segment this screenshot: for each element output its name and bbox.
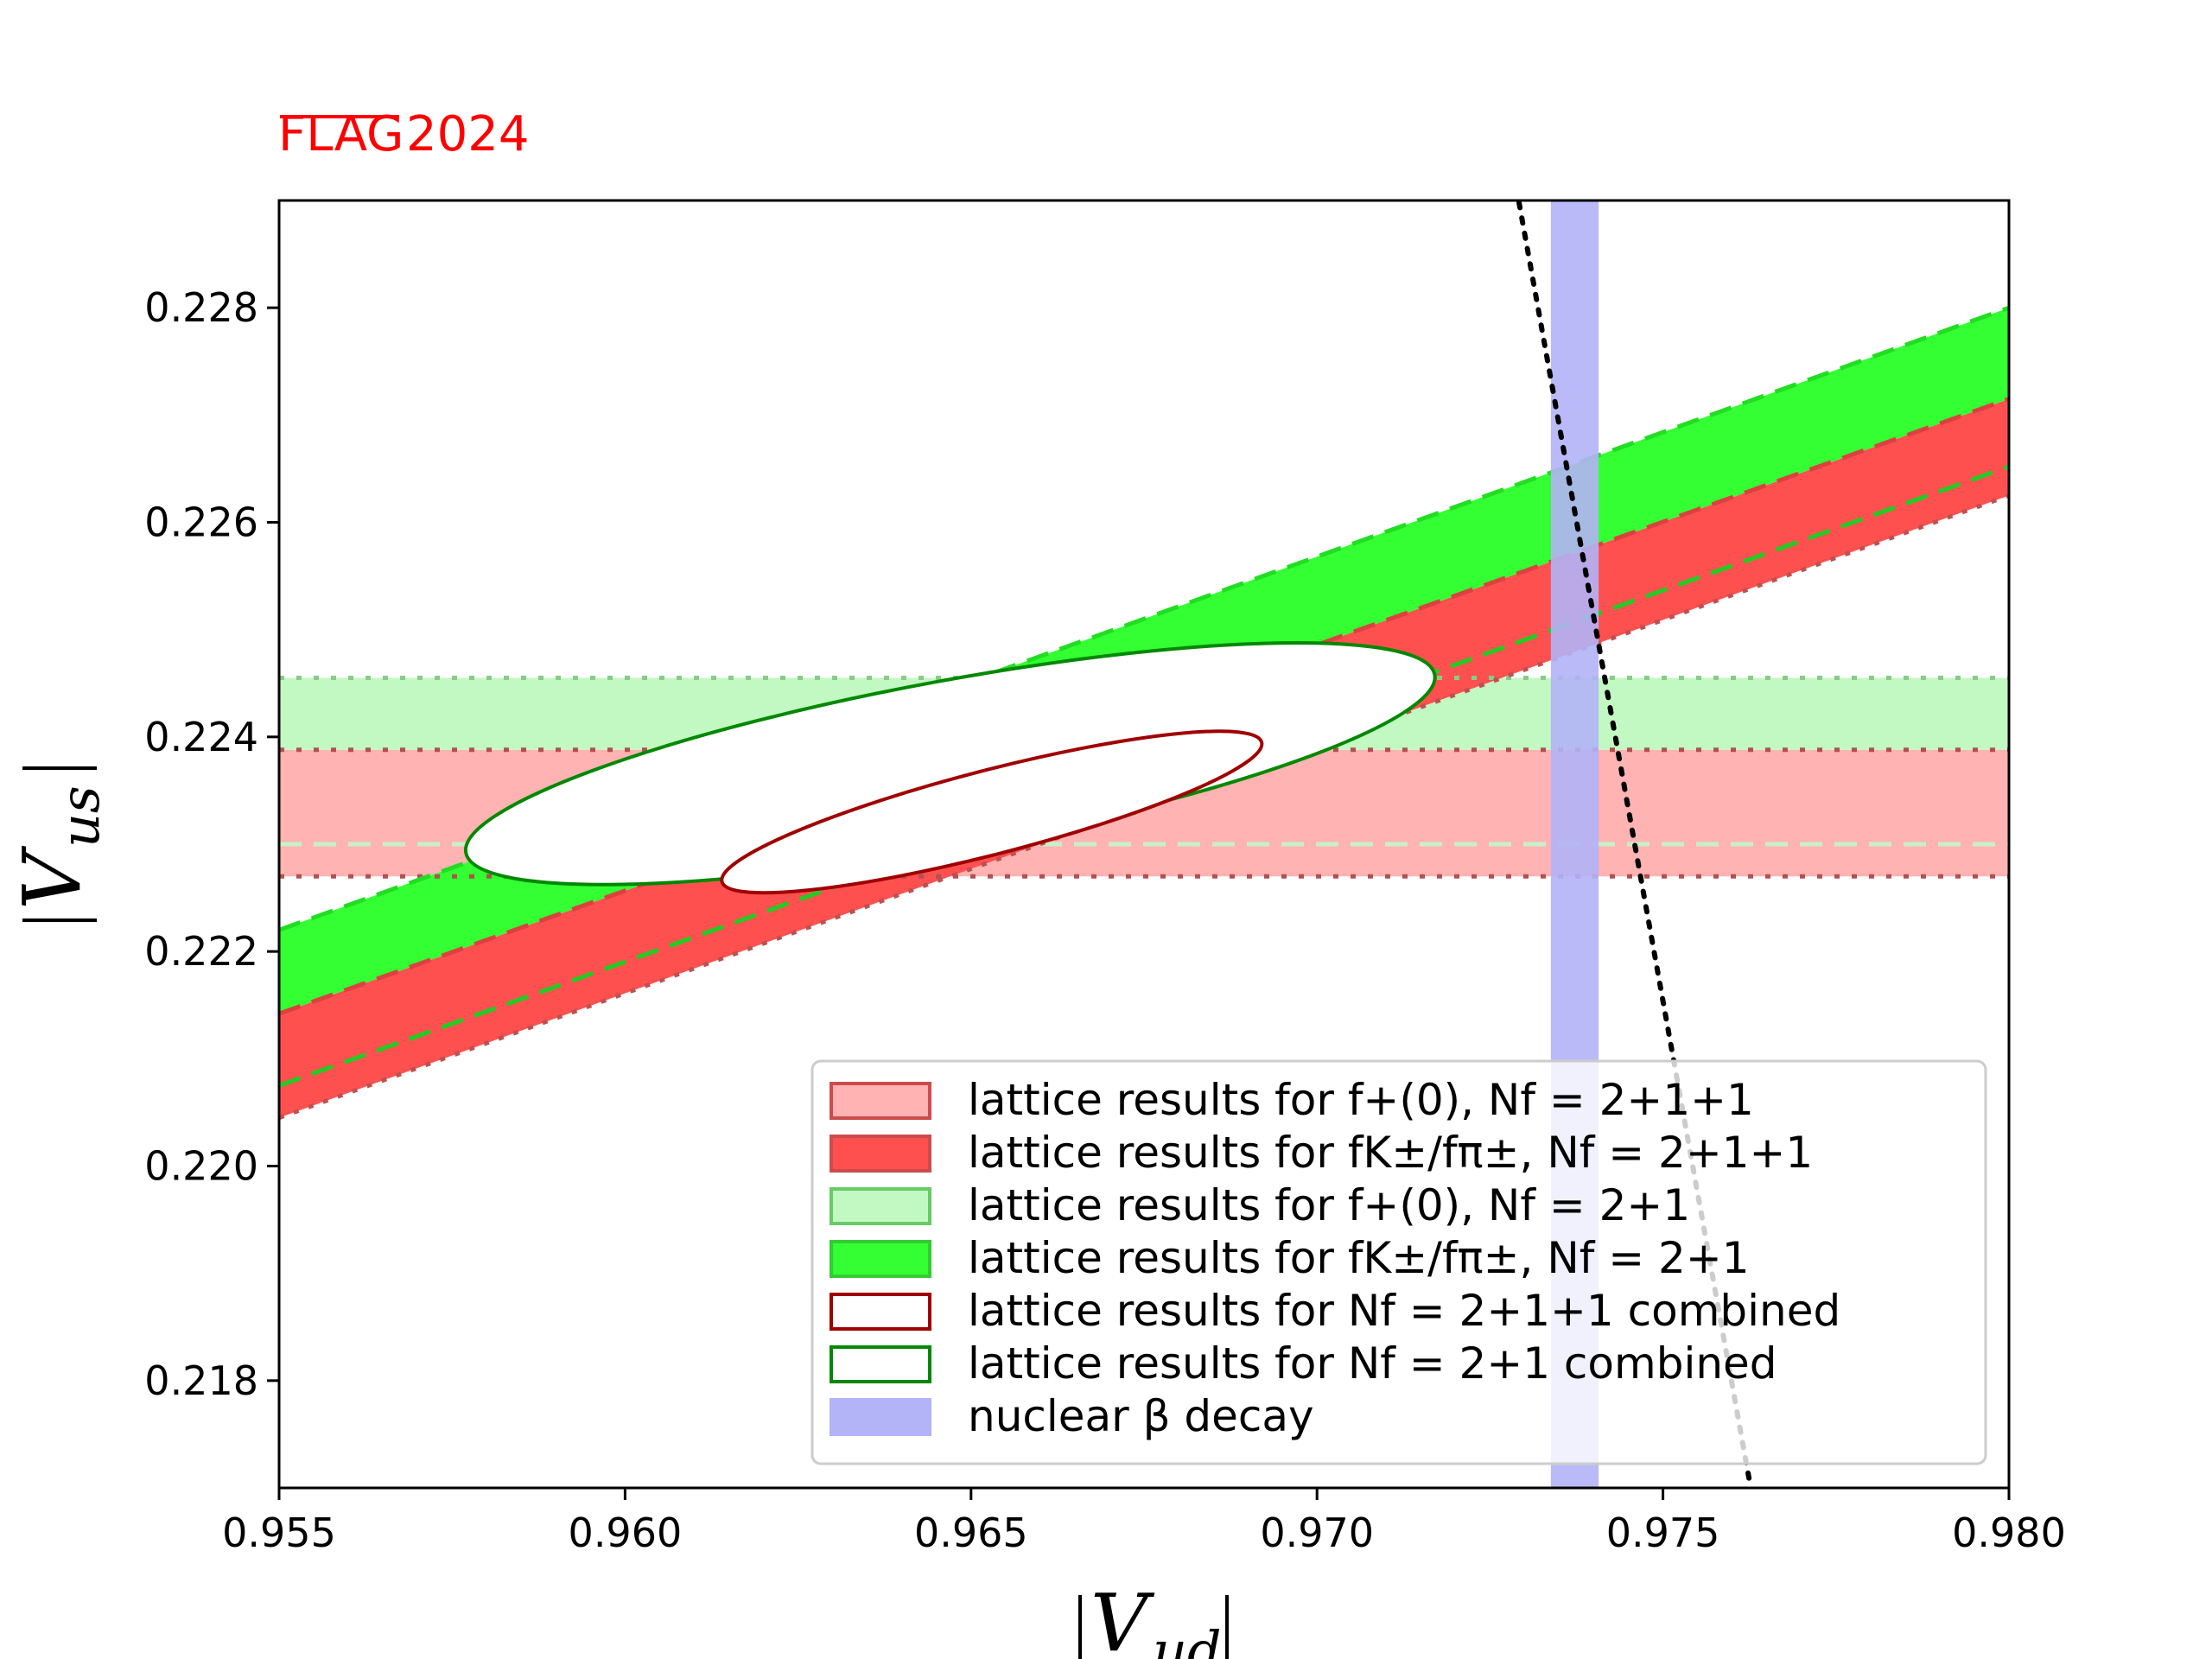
y-tick-label: 0.226 — [144, 499, 258, 546]
legend-swatch — [830, 1135, 931, 1173]
y-tick-label: 0.228 — [144, 284, 258, 331]
x-tick-label: 0.955 — [222, 1510, 336, 1556]
legend-label: lattice results for f+(0), Nf = 2+1+1 — [968, 1075, 1754, 1125]
flag-logo-text: FLAG — [278, 106, 404, 162]
y-label-sub: us — [48, 785, 111, 848]
y-tick-label: 0.220 — [144, 1143, 258, 1190]
y-tick-label: 0.218 — [144, 1357, 258, 1404]
ellipse-nf2111-combined — [720, 729, 1264, 895]
x-axis-label: V ud — [1078, 1577, 1229, 1659]
x-tick-label: 0.965 — [914, 1510, 1028, 1556]
flag-logo: FLAG 2024 — [278, 106, 530, 162]
x-tick-label: 0.970 — [1260, 1510, 1374, 1556]
y-label-v: V — [6, 845, 99, 910]
legend-label: lattice results for fK±/fπ±, Nf = 2+1+1 — [968, 1128, 1813, 1178]
legend-label: lattice results for Nf = 2+1 combined — [968, 1338, 1777, 1389]
y-tick-label: 0.224 — [144, 714, 258, 760]
x-label-sub: ud — [1153, 1619, 1222, 1659]
legend-label: lattice results for fK±/fπ±, Nf = 2+1 — [968, 1233, 1750, 1283]
x-label-v: V — [1090, 1577, 1155, 1659]
legend-swatch — [830, 1240, 931, 1278]
x-tick-label: 0.980 — [1952, 1510, 2066, 1556]
x-tick-label: 0.975 — [1606, 1510, 1720, 1556]
legend-swatch — [830, 1345, 931, 1383]
legend: lattice results for f+(0), Nf = 2+1+1lat… — [810, 1059, 1987, 1465]
legend-frame — [810, 1059, 1987, 1465]
y-tick-label: 0.222 — [144, 928, 258, 975]
x-tick-label: 0.960 — [569, 1510, 683, 1556]
unitarity-line — [1516, 200, 1753, 1488]
legend-label: lattice results for Nf = 2+1+1 combined — [968, 1286, 1840, 1336]
legend-swatch — [830, 1293, 931, 1331]
slant-edge-2 — [279, 305, 2009, 932]
legend-swatch — [830, 1082, 931, 1120]
legend-label: lattice results for f+(0), Nf = 2+1 — [968, 1180, 1690, 1230]
legend-label: nuclear β decay — [968, 1391, 1314, 1441]
axis-ticks: 0.955 0.960 0.965 0.970 0.975 0.980 0.218 0.220… — [144, 284, 2066, 1556]
flag-logo-year: 2024 — [406, 106, 530, 162]
axes-frame — [277, 199, 2011, 1490]
legend-swatch — [830, 1187, 931, 1225]
y-axis-label: V us — [6, 766, 111, 922]
legend-swatch — [830, 1398, 931, 1436]
